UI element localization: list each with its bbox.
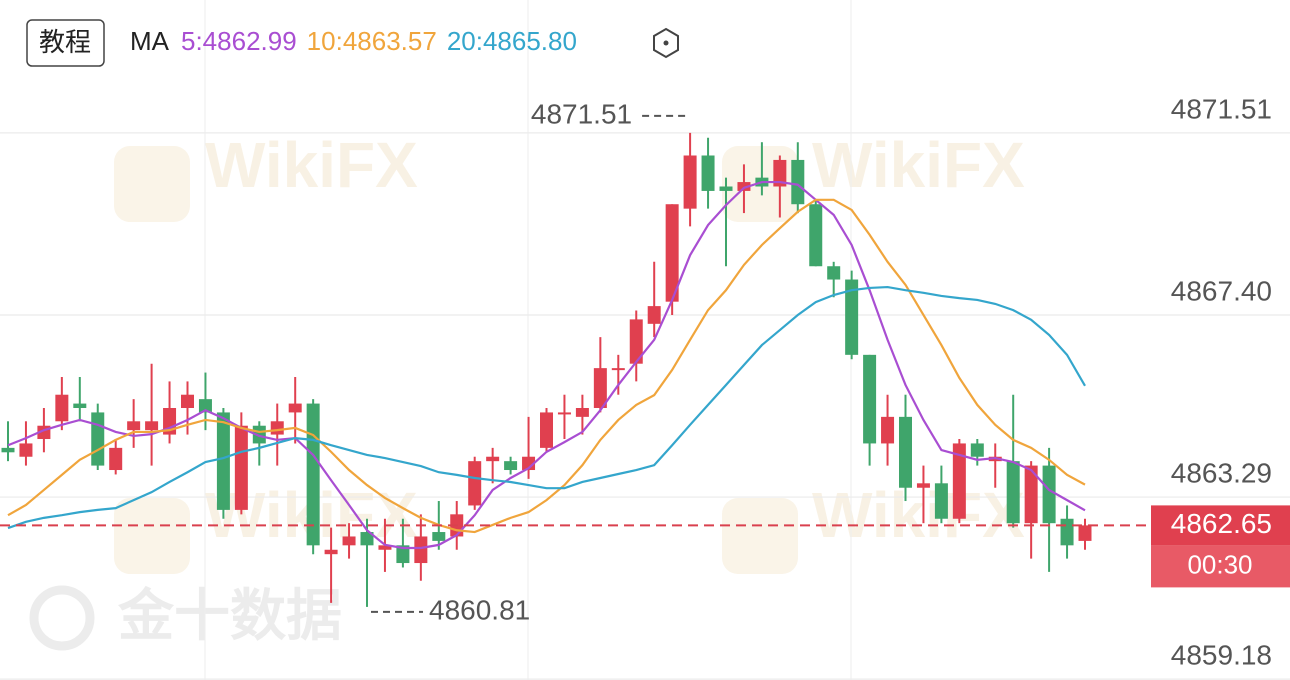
- candle-body: [809, 204, 823, 267]
- grid: 4859.18 4863.29 4867.40 4871.51: [0, 93, 1290, 680]
- candle-body: [198, 399, 212, 413]
- candle-body: [916, 483, 930, 488]
- candle-body: [181, 394, 194, 408]
- y-tick-label: 4859.18: [1171, 640, 1272, 671]
- candle-body: [575, 408, 589, 417]
- indicator-label: MA: [130, 26, 170, 56]
- candle-body: [55, 394, 69, 422]
- candle-body: [378, 545, 392, 550]
- watermark-logo: [29, 585, 95, 651]
- ma-line: [7, 180, 1086, 550]
- settings-hexagon[interactable]: [653, 27, 679, 59]
- candle-body: [73, 403, 87, 408]
- candle-body: [881, 416, 895, 444]
- candle-body: [432, 532, 446, 541]
- candle-body: [791, 159, 805, 205]
- candle-body: [486, 456, 500, 462]
- candle-body: [647, 306, 661, 324]
- candle-body: [288, 403, 302, 413]
- ma-line: [7, 285, 1086, 530]
- candle-body: [19, 443, 33, 457]
- ma-line: [7, 198, 1086, 534]
- candle-body: [737, 182, 751, 191]
- tutorial-button[interactable]: [26, 19, 105, 67]
- header: 教程 MA: [26, 19, 679, 67]
- watermark-logo: [722, 498, 798, 574]
- ma-legend-label: 5:4862.99: [181, 26, 297, 56]
- candle-body: [306, 403, 320, 546]
- countdown-label: 00:30: [1187, 549, 1252, 579]
- candle-body: [396, 545, 410, 564]
- candle-body: [683, 155, 697, 209]
- candle-body: [629, 319, 643, 364]
- watermark-logo: [114, 498, 190, 574]
- countdown-box: [1151, 545, 1290, 588]
- candle-body: [827, 266, 841, 280]
- candle-body: [414, 536, 428, 564]
- watermark: WikiFX: [812, 129, 1025, 201]
- candle-body: [845, 279, 859, 355]
- overlay: 4871.51 4860.81 4862.65 00:30: [0, 98, 1290, 625]
- candle-body: [719, 186, 733, 191]
- high-marker-label: 4871.51: [531, 98, 632, 129]
- candle-body: [701, 155, 715, 191]
- candle-body: [270, 421, 284, 435]
- candle-body: [540, 412, 553, 448]
- watermark: WikiFX: [205, 129, 418, 201]
- ma-lines: [7, 180, 1086, 550]
- candle-body: [773, 159, 787, 187]
- candle-body: [665, 204, 679, 302]
- candle-body: [1024, 465, 1038, 524]
- candle-body: [1042, 465, 1056, 524]
- candle-body: [109, 447, 123, 471]
- candle-body: [1006, 461, 1020, 524]
- candle-body: [504, 461, 518, 471]
- watermark: 金十数据: [117, 584, 342, 647]
- candle-body: [234, 425, 248, 510]
- settings-dot[interactable]: [663, 40, 669, 46]
- candle-body: [342, 536, 356, 546]
- settings-icon[interactable]: [653, 27, 679, 59]
- candle-body: [593, 368, 607, 408]
- watermark-logo: [114, 146, 190, 222]
- candle-body: [1, 447, 15, 453]
- last-price-label: 4862.65: [1171, 508, 1272, 539]
- watermark: WikiFX: [812, 479, 1025, 551]
- candle-body: [91, 412, 105, 466]
- candle-body: [360, 532, 374, 546]
- candle-body: [145, 421, 159, 431]
- y-tick-label: 4863.29: [1171, 457, 1272, 488]
- last-price-box: [1151, 505, 1290, 546]
- ma-legend-label: 10:4863.57: [307, 26, 437, 56]
- candle-body: [1078, 525, 1092, 541]
- candles: [1, 132, 1092, 607]
- y-tick-label: 4871.51: [1171, 93, 1272, 124]
- candle-body: [468, 461, 482, 506]
- candle-body: [899, 416, 912, 488]
- candle-body: [934, 483, 948, 519]
- y-tick-label: 4867.40: [1171, 275, 1272, 306]
- candle-body: [127, 421, 141, 431]
- candle-body: [557, 412, 571, 415]
- candle-body: [611, 368, 625, 371]
- candle-body: [1060, 518, 1074, 546]
- ma-legend-label: 20:4865.80: [447, 26, 577, 56]
- watermarks: WikiFX WikiFX WikiFX WikiFX 金十数据: [29, 129, 1025, 651]
- candle-body: [216, 412, 230, 510]
- tutorial-label[interactable]: 教程: [39, 27, 91, 57]
- candle-body: [324, 549, 338, 555]
- candle-body: [952, 443, 966, 519]
- low-marker-label: 4860.81: [429, 594, 530, 625]
- candle-body: [863, 354, 877, 444]
- candle-body: [970, 443, 984, 457]
